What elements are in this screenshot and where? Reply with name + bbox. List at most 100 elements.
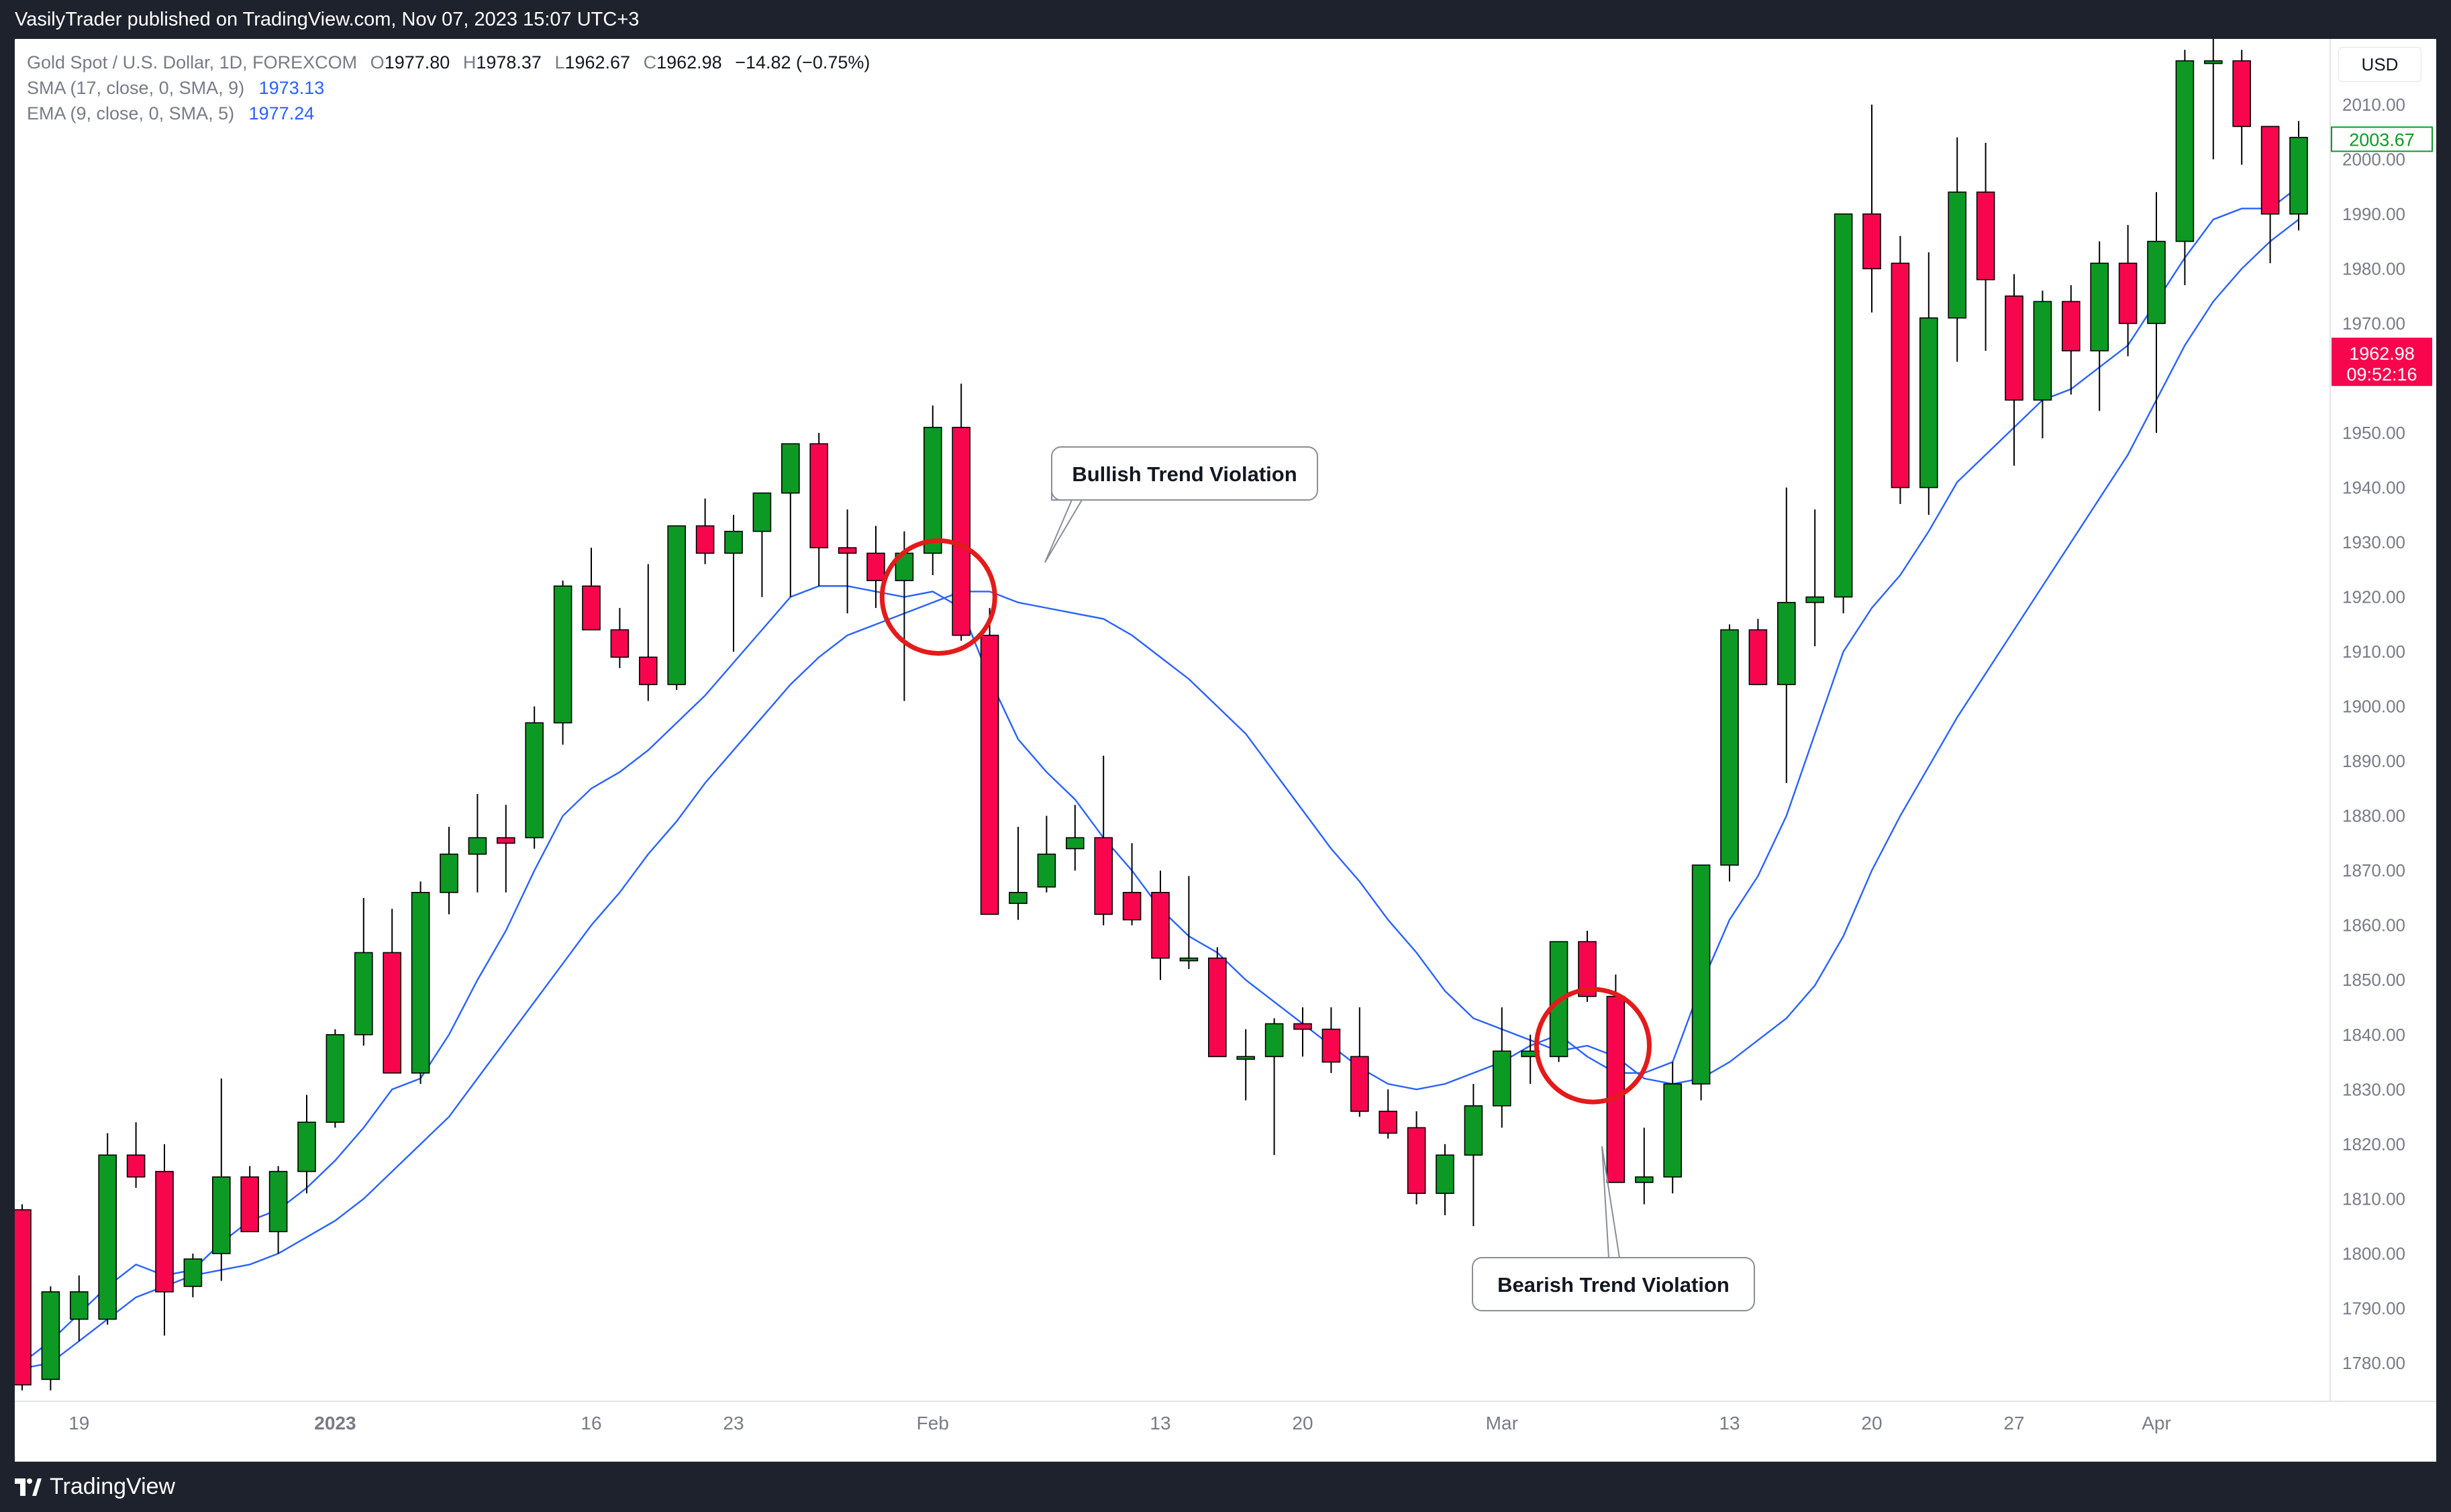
candlestick-chart[interactable]: 1780.00 1790.00 1800.00 1810.00 1820.00 1830.… xyxy=(15,39,2436,1462)
price-tick-label: 1900.00 xyxy=(2342,697,2405,717)
candle-body xyxy=(2147,240,2166,324)
candle-bullish xyxy=(41,1286,60,1391)
candle-bearish xyxy=(1321,1007,1341,1073)
candle-bearish xyxy=(1976,142,1995,351)
candle-bearish xyxy=(1379,1089,1397,1139)
price-tick-label: 1800.00 xyxy=(2342,1244,2405,1264)
footer-brand[interactable]: TradingView xyxy=(50,1474,176,1499)
candle-bullish xyxy=(1948,137,1966,362)
candle-body xyxy=(809,443,828,548)
price-tick-label: 1810.00 xyxy=(2342,1189,2405,1209)
time-tick-label: 19 xyxy=(68,1413,89,1433)
candle-body xyxy=(383,952,402,1074)
candle-bullish xyxy=(2090,241,2109,411)
candle-bearish xyxy=(2005,274,2023,466)
candle-body xyxy=(1122,892,1142,921)
candle-body xyxy=(2090,262,2109,352)
price-tag-green-text: 2003.67 xyxy=(2349,130,2415,150)
candle-bullish xyxy=(297,1095,316,1194)
price-tick-label: 1950.00 xyxy=(2342,423,2405,443)
candle-body xyxy=(2260,125,2280,215)
candle-body xyxy=(41,1291,60,1380)
sma-value: 1973.13 xyxy=(258,78,325,98)
low-value: 1962.67 xyxy=(564,52,631,72)
candle-body xyxy=(1321,1028,1341,1063)
price-tick-label: 1980.00 xyxy=(2342,258,2405,279)
candle-bullish xyxy=(1236,1029,1255,1101)
candle-bearish xyxy=(952,383,970,641)
candle-bullish xyxy=(525,706,544,849)
candle-bearish xyxy=(838,509,857,614)
currency-button[interactable]: USD xyxy=(2338,47,2421,82)
legend-ema-row[interactable]: EMA (9, close, 0, SMA, 5) 1977.24 xyxy=(27,101,870,126)
price-tick-label: 1990.00 xyxy=(2342,204,2405,224)
price-tick-label: 2010.00 xyxy=(2342,95,2405,115)
price-tick-label: 1790.00 xyxy=(2342,1298,2405,1318)
candle-body xyxy=(1891,262,1910,489)
candle-body xyxy=(411,892,430,1074)
candle-body xyxy=(667,525,687,685)
candle-body xyxy=(183,1258,203,1287)
high-value: 1978.37 xyxy=(476,52,542,72)
candle-bearish xyxy=(126,1122,146,1189)
candle-bullish xyxy=(1464,1084,1483,1227)
candle-body xyxy=(240,1176,260,1233)
candle-bearish xyxy=(1407,1111,1426,1205)
sma-label: SMA (17, close, 0, SMA, 9) xyxy=(27,78,245,98)
candle-body xyxy=(2062,301,2081,352)
bullish-callout-box xyxy=(1051,446,1318,501)
candle-bullish xyxy=(1264,1018,1284,1156)
footer-bar: TradingView xyxy=(0,1462,2451,1512)
candle-body xyxy=(980,634,999,915)
candle-body xyxy=(553,585,572,723)
open-value: 1977.80 xyxy=(384,52,450,72)
price-tick-label: 1890.00 xyxy=(2342,751,2405,771)
candle-body xyxy=(1691,864,1711,1085)
candle-bearish xyxy=(155,1144,174,1336)
candle-body xyxy=(440,853,458,893)
candle-bullish xyxy=(1691,864,1711,1101)
candle-body xyxy=(866,552,885,581)
candle-body xyxy=(610,629,630,658)
candle-body xyxy=(582,585,601,631)
candle-bullish xyxy=(1777,487,1796,783)
time-tick-label: Feb xyxy=(917,1413,949,1433)
candle-bullish xyxy=(724,515,743,652)
candle-bullish xyxy=(923,405,942,575)
candle-body xyxy=(70,1291,89,1320)
tradingview-logo-icon[interactable] xyxy=(15,1478,42,1496)
candle-body xyxy=(2175,60,2195,242)
candle-bullish xyxy=(752,492,772,597)
time-tick-label: 27 xyxy=(2003,1413,2024,1433)
candle-body xyxy=(1748,629,1768,685)
legend-sma-row[interactable]: SMA (17, close, 0, SMA, 9) 1973.13 xyxy=(27,75,870,101)
price-tick-label: 1920.00 xyxy=(2342,587,2405,607)
legend-symbol-row[interactable]: Gold Spot / U.S. Dollar, 1D, FOREXCOM O1… xyxy=(27,50,870,75)
candle-body xyxy=(1293,1023,1312,1030)
candle-body xyxy=(2005,295,2023,401)
price-tick-label: 1830.00 xyxy=(2342,1079,2405,1099)
candle-body xyxy=(1436,1154,1454,1195)
candle-bullish xyxy=(98,1133,117,1325)
candle-bullish xyxy=(2204,39,2223,160)
candle-body xyxy=(1094,837,1113,915)
price-tick-label: 1940.00 xyxy=(2342,478,2405,498)
candle-bearish xyxy=(1350,1007,1369,1117)
time-tick-label: 20 xyxy=(1861,1413,1882,1433)
candle-bullish xyxy=(1720,624,1739,882)
candle-body xyxy=(781,443,800,494)
candle-bearish xyxy=(610,607,630,668)
candle-body xyxy=(1464,1105,1483,1156)
low-label: L xyxy=(554,52,565,72)
candle-bullish xyxy=(553,581,572,745)
candle-body xyxy=(1009,892,1028,904)
publisher-line: VasilyTrader published on TradingView.co… xyxy=(15,9,640,30)
chart-panel[interactable]: 1780.00 1790.00 1800.00 1810.00 1820.00 1830.… xyxy=(15,39,2436,1462)
candle-bullish xyxy=(2147,192,2166,433)
candle-body xyxy=(2232,60,2251,128)
candle-body xyxy=(638,656,658,685)
candle-body xyxy=(1663,1083,1682,1178)
price-tick-label: 1970.00 xyxy=(2342,313,2405,334)
price-tick-label: 2000.00 xyxy=(2342,149,2405,169)
candle-body xyxy=(2289,136,2308,215)
